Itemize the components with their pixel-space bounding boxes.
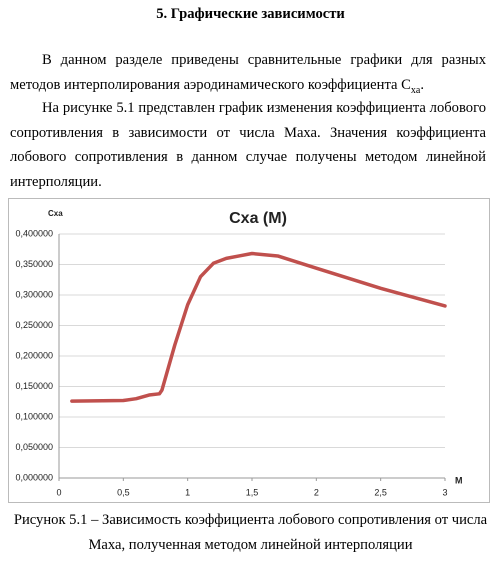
y-tick-label: 0,150000 [15,381,53,391]
text: В данном разделе приведены сравнительные… [10,52,486,93]
x-tick-label: 0,5 [117,487,130,497]
paragraph: В данном разделе приведены сравнительные… [10,48,486,103]
data-line [70,251,447,403]
chart-frame [8,198,490,503]
x-tick-label: 2,5 [374,487,387,497]
y-tick-label: 0,050000 [15,442,53,452]
y-axis-label: Cxa [48,209,63,218]
y-tick-label: 0,000000 [15,472,53,482]
y-tick-label: 0,100000 [15,411,53,421]
text: . [420,76,424,93]
caption-line: Маха, полученная методом линейной интерп… [88,537,413,553]
y-tick-label: 0,350000 [15,259,53,269]
y-tick-label: 0,200000 [15,350,53,360]
chart-title: Cxa (M) [229,210,287,227]
x-axis-label: M [455,475,463,485]
caption-line: Рисунок 5.1 – Зависимость коэффициента л… [13,512,488,528]
x-tick-label: 1,5 [246,487,259,497]
y-tick-label: 0,250000 [15,320,53,330]
x-tick-label: 3 [442,487,447,497]
y-tick-label: 0,300000 [15,289,53,299]
x-tick-label: 2 [314,487,319,497]
subscript: xa [410,84,421,96]
y-tick-label: 0,400000 [15,228,53,238]
chart: Cxa (M) Cxa M 0,000000 0,050000 0,100000 0,… [8,198,490,503]
paragraph: На рисунке 5.1 представлен график измене… [10,100,486,190]
x-tick-label: 0 [56,487,61,497]
x-tick-label: 1 [185,487,190,497]
heading: 5. Графические зависимости [156,6,345,22]
